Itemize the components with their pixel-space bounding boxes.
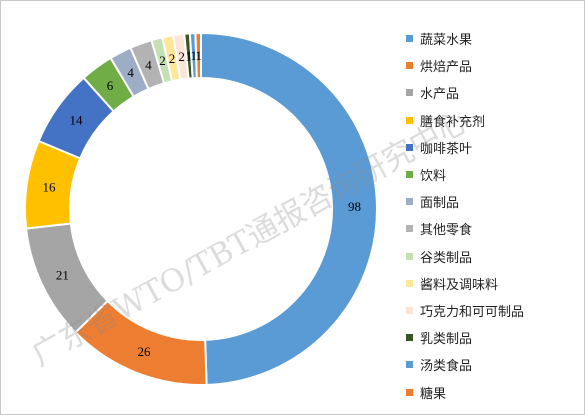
slice-data-label: 2 — [169, 51, 176, 66]
legend-label: 饮料 — [420, 169, 447, 185]
legend-item: 其他零食 — [406, 215, 582, 242]
slice-data-label: 1 — [195, 48, 202, 63]
slice-data-label: 6 — [107, 78, 114, 93]
legend-label: 酱料及调味料 — [420, 277, 499, 293]
legend-item: 饮料 — [406, 161, 582, 188]
legend-swatch — [406, 279, 413, 287]
slice-data-label: 4 — [127, 65, 134, 80]
legend-label: 咖啡茶叶 — [420, 141, 473, 157]
legend-item: 乳类制品 — [406, 324, 582, 351]
slice-data-label: 1 — [190, 48, 197, 63]
legend-label: 蔬菜水果 — [420, 33, 473, 49]
legend-swatch — [406, 388, 413, 396]
legend-item: 蔬菜水果 — [406, 25, 582, 52]
slice-data-label: 2 — [159, 53, 166, 68]
legend-swatch — [406, 225, 413, 233]
legend-label: 汤类食品 — [420, 359, 473, 375]
legend-item: 巧克力和可可制品 — [406, 297, 582, 324]
donut-slice — [200, 31, 378, 386]
slice-data-label: 1 — [186, 48, 193, 63]
legend-item: 谷类制品 — [406, 243, 582, 270]
legend-item: 膳食补充剂 — [406, 107, 582, 134]
legend-item: 咖啡茶叶 — [406, 134, 582, 161]
slice-data-label: 16 — [43, 180, 57, 195]
legend-item: 水产品 — [406, 79, 582, 106]
legend-swatch — [406, 35, 413, 43]
slice-data-label: 21 — [56, 267, 69, 282]
legend-swatch — [406, 143, 413, 151]
legend-swatch — [406, 252, 413, 260]
legend-label: 水产品 — [420, 87, 460, 103]
slice-data-label: 14 — [69, 112, 83, 127]
legend-swatch — [406, 116, 413, 124]
legend-swatch — [406, 334, 413, 342]
chart-legend: 蔬菜水果烘焙产品水产品膳食补充剂咖啡茶叶饮料面制品其他零食谷类制品酱料及调味料巧… — [406, 25, 582, 406]
legend-label: 膳食补充剂 — [420, 114, 486, 130]
legend-swatch — [406, 306, 413, 314]
legend-label: 烘焙产品 — [420, 60, 473, 76]
legend-swatch — [406, 89, 413, 97]
legend-label: 其他零食 — [420, 223, 473, 239]
donut-slice — [194, 31, 202, 80]
legend-swatch — [406, 171, 413, 179]
legend-swatch — [406, 62, 413, 70]
legend-item: 面制品 — [406, 188, 582, 215]
legend-label: 糖果 — [420, 386, 447, 402]
slice-data-label: 2 — [178, 49, 185, 64]
legend-item: 糖果 — [406, 378, 582, 405]
legend-item: 汤类食品 — [406, 351, 582, 378]
slice-data-label: 98 — [348, 199, 361, 214]
legend-item: 酱料及调味料 — [406, 270, 582, 297]
legend-label: 谷类制品 — [420, 250, 473, 266]
legend-swatch — [406, 198, 413, 206]
legend-swatch — [406, 361, 413, 369]
slice-data-label: 26 — [137, 344, 151, 359]
legend-label: 面制品 — [420, 196, 460, 212]
slice-data-label: 4 — [145, 57, 152, 72]
legend-label: 乳类制品 — [420, 332, 473, 348]
legend-item: 烘焙产品 — [406, 52, 582, 79]
legend-label: 巧克力和可可制品 — [420, 304, 525, 320]
